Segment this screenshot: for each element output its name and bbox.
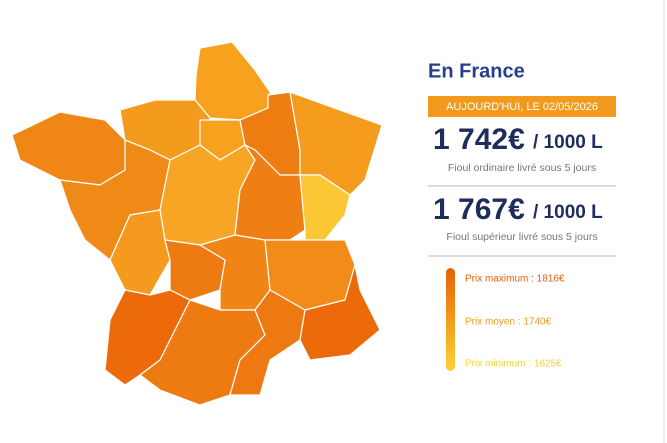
badge bbox=[428, 96, 616, 117]
region bbox=[194, 41, 271, 121]
price: 1 742€ bbox=[433, 123, 525, 156]
region bbox=[229, 289, 306, 396]
region bbox=[299, 174, 351, 241]
legend-bar bbox=[446, 268, 455, 371]
price-description: Fioul ordinaire livré sous 5 jours bbox=[448, 162, 596, 174]
legend-label: Prix maximum : 1816€ bbox=[465, 274, 565, 285]
region bbox=[139, 299, 266, 406]
date-badge: AUJOURD'HUI, LE 02/05/2026 bbox=[446, 101, 598, 113]
legend-label: Prix moyen : 1740€ bbox=[465, 317, 552, 328]
price-description: Fioul supérieur livré sous 5 jours bbox=[446, 231, 597, 243]
legend-label: Prix minimum : 1625€ bbox=[465, 359, 562, 370]
region bbox=[299, 264, 381, 361]
region bbox=[11, 111, 126, 186]
price-unit: / 1000 L bbox=[533, 132, 603, 153]
title: En France bbox=[428, 60, 525, 82]
price: 1 767€ bbox=[433, 193, 525, 226]
france-map bbox=[11, 41, 383, 406]
price-unit: / 1000 L bbox=[533, 202, 603, 223]
